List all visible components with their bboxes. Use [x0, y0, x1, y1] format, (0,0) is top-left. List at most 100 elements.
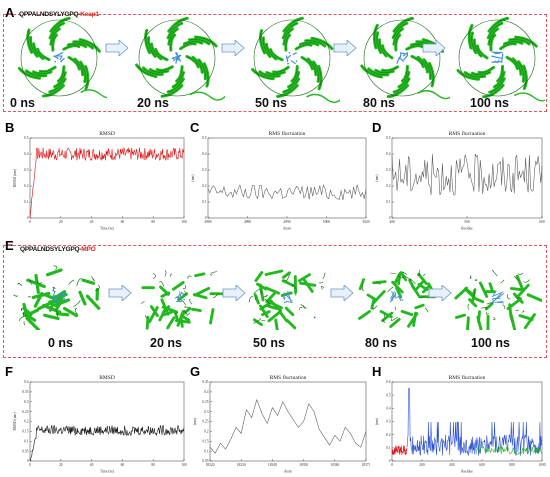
beta-strand-edge	[313, 61, 319, 82]
chart-f-rmsd: RMSD 0 0.05 0.1 0.15 0.2 0.25 0.3 0.35 0.4 0 20 40 60…	[13, 375, 187, 474]
helix	[194, 272, 206, 278]
helix	[414, 303, 425, 310]
chart-title: RMS fluctuation	[449, 374, 486, 381]
x-tick-label: 100	[181, 220, 187, 224]
beta-strand-edge	[472, 72, 490, 75]
peptide-ligand	[53, 51, 65, 63]
beta-strand-edge	[277, 85, 298, 97]
x-tick-label: 40	[90, 463, 94, 467]
ligand-bond	[287, 290, 292, 302]
coil	[283, 273, 290, 282]
x-tick-label: 18360	[330, 463, 339, 467]
beta-strand-edge	[50, 28, 60, 45]
data-series	[29, 424, 185, 462]
x-tick-label: 600	[479, 463, 485, 467]
beta-strand-edge	[388, 85, 408, 97]
coil	[382, 319, 386, 324]
helix	[265, 304, 278, 310]
y-axis-label: (nm)	[375, 174, 379, 182]
beta-strand-edge	[411, 56, 424, 67]
coil	[186, 312, 191, 317]
beta-strand-edge	[58, 66, 65, 82]
loop	[253, 19, 331, 97]
chart-title: RMS fluctuation	[270, 374, 307, 381]
helix	[159, 285, 170, 296]
beta-strand-edge	[49, 23, 64, 38]
coil	[36, 280, 42, 284]
mpo-snapshot-50ns	[248, 269, 326, 330]
beta-strand-edge	[393, 28, 403, 45]
arrow-e-4	[428, 285, 452, 301]
coil	[390, 272, 396, 275]
beta-strand-edge	[167, 23, 182, 39]
ligand-bond	[403, 54, 409, 61]
beta-strand-edge	[184, 41, 203, 45]
coil	[27, 296, 31, 298]
y-tick-label: 0.05	[22, 449, 28, 453]
y-tick-label: 0	[389, 216, 391, 220]
beta-strand-edge	[512, 58, 522, 75]
chart-h-rms-fluctuation: RMS fluctuation 0 0.1 0.2 0.3 0.4 0.5 0.6 0 200 40…	[375, 374, 546, 474]
ligand-bond	[286, 54, 292, 60]
helix	[192, 293, 208, 300]
beta-strand-edge	[192, 57, 203, 73]
beta-strand-edge	[311, 38, 333, 49]
beta-strand-edge	[195, 36, 217, 47]
beta-strand-edge	[151, 43, 162, 59]
helix	[253, 293, 260, 305]
data-series	[29, 147, 185, 218]
y-tick-label: 0	[205, 216, 207, 220]
beta-strand-edge	[148, 37, 156, 57]
coil	[22, 312, 27, 317]
x-axis-label: Time (ns)	[100, 227, 115, 231]
coil	[73, 300, 81, 307]
panel-a-frame	[3, 14, 547, 112]
coil	[402, 271, 408, 275]
beta-strand-edge	[168, 28, 178, 45]
time-label-e-20: 20 ns	[150, 336, 182, 350]
ligand-bond	[389, 295, 395, 303]
coil	[424, 307, 429, 313]
beta-strand-edge	[50, 18, 70, 32]
protein-ribbon	[141, 270, 225, 330]
beta-strand-edge	[282, 23, 297, 39]
beta-strand-edge	[402, 66, 408, 82]
helix	[512, 292, 524, 304]
peptide-ligand	[174, 291, 186, 303]
coil	[182, 300, 187, 306]
helix	[417, 272, 428, 285]
helix	[395, 286, 403, 299]
coil	[170, 273, 173, 277]
helix	[454, 313, 466, 319]
y-tick-label: 0.5	[24, 136, 29, 140]
helix	[46, 268, 63, 277]
keap1-snapshot-20ns	[135, 16, 225, 101]
coil	[262, 294, 268, 298]
x-tick-label: 80	[151, 220, 155, 224]
x-tick-label: 100	[181, 463, 187, 467]
protein-ribbon	[360, 16, 444, 99]
beta-strand-edge	[429, 63, 434, 86]
data-series	[207, 183, 367, 201]
ligand-bond	[52, 289, 54, 292]
keap1-snapshot-50ns	[251, 16, 340, 103]
y-tick-label: 0	[27, 459, 29, 463]
panel-label-d: D	[372, 120, 382, 135]
beta-strand-edge	[318, 66, 322, 89]
time-label-a-0: 0 ns	[10, 96, 36, 110]
beta-strand-edge	[43, 85, 64, 97]
x-tick-label: 0	[391, 463, 393, 467]
beta-strand-edge	[523, 65, 527, 89]
time-label-a-20: 20 ns	[137, 96, 169, 110]
beta-strand-edge	[395, 34, 400, 51]
chart-d-rms-fluctuation: RMS fluctuation 0 0.1 0.2 0.3 0.4 0.5 400 500 600…	[375, 130, 545, 231]
data-series	[475, 445, 543, 455]
helix	[209, 308, 215, 325]
ligand-bond	[394, 292, 397, 298]
y-tick-label: 0.6	[386, 380, 391, 384]
ligand-bond	[492, 290, 497, 296]
protein-ribbon	[251, 16, 334, 98]
coil	[473, 291, 475, 297]
ligand-bond	[497, 301, 504, 304]
y-tick-label: 0.3	[386, 168, 391, 172]
